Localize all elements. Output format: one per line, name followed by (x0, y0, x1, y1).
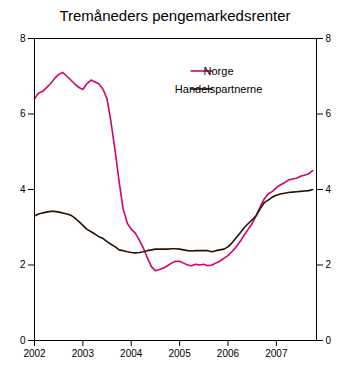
html-text:Tremåneders pengemarkedsrenter: Tremåneders pengemarkedsrenter (59, 7, 291, 24)
svg-text:0: 0 (20, 335, 26, 346)
svg-text:4: 4 (326, 184, 332, 195)
svg-text:6: 6 (326, 108, 332, 119)
svg-text:0: 0 (326, 335, 332, 346)
svg-text:Handelspartnerne: Handelspartnerne (175, 83, 262, 95)
svg-text:6: 6 (20, 108, 26, 119)
svg-text:2007: 2007 (265, 348, 288, 359)
svg-text:2: 2 (326, 259, 332, 270)
svg-text:2006: 2006 (217, 348, 240, 359)
svg-text:2002: 2002 (23, 348, 46, 359)
svg-text:2005: 2005 (168, 348, 191, 359)
svg-text:2004: 2004 (120, 348, 143, 359)
svg-text:4: 4 (20, 184, 26, 195)
svg-text:8: 8 (326, 33, 332, 44)
svg-text:2: 2 (20, 259, 26, 270)
svg-text:Norge: Norge (204, 65, 234, 77)
svg-text:2003: 2003 (72, 348, 95, 359)
svg-text:8: 8 (20, 33, 26, 44)
